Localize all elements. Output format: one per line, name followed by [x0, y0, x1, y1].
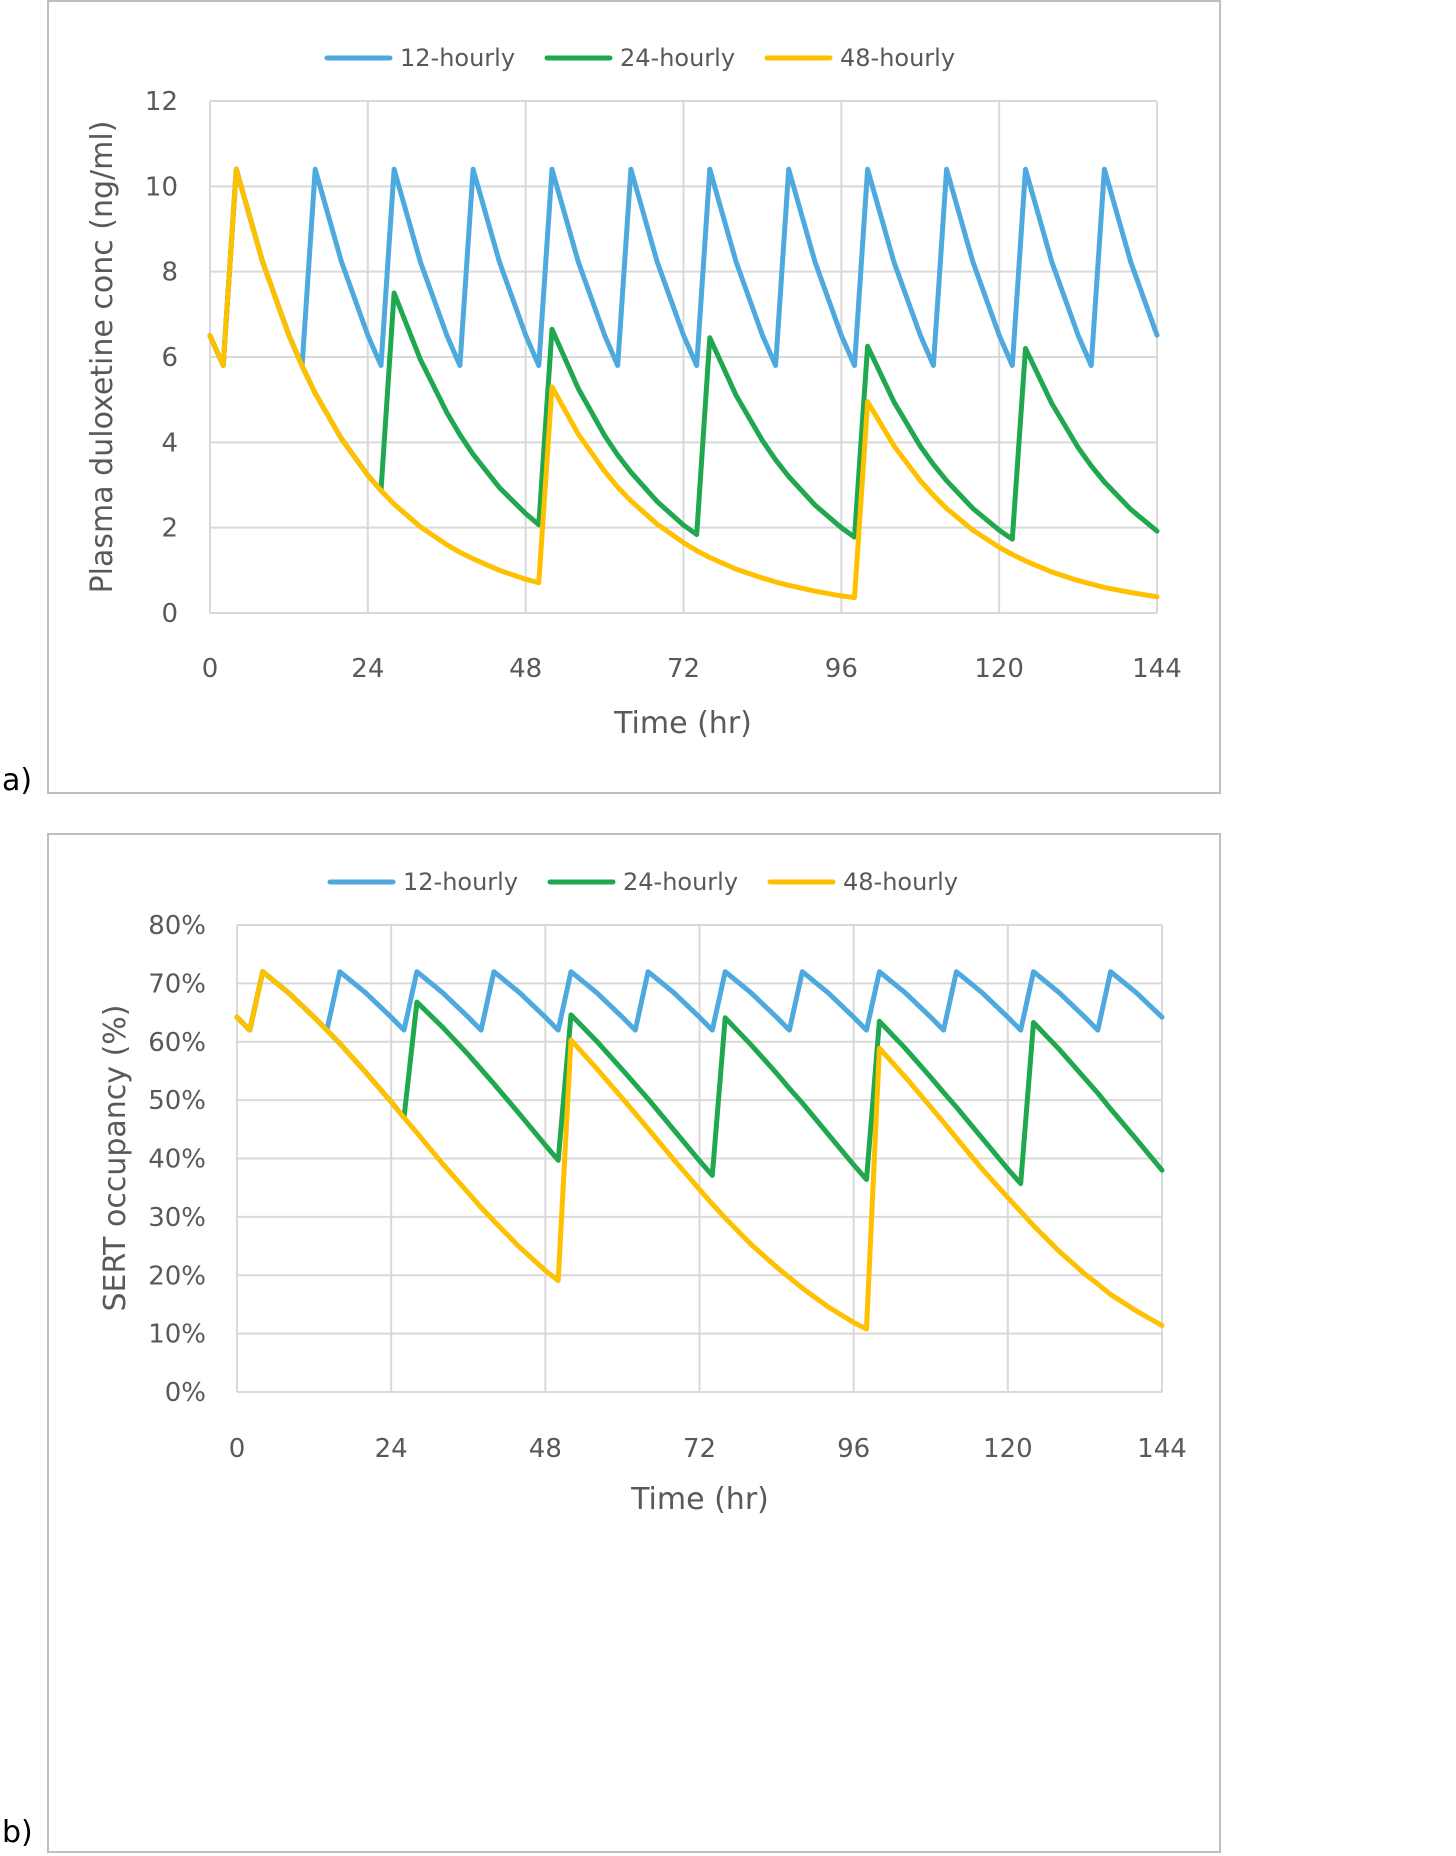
x-tick-label: 144	[1137, 1434, 1187, 1464]
y-tick-label: 0%	[165, 1378, 206, 1408]
panel-border	[47, 833, 1221, 1853]
x-tick-label: 0	[202, 654, 219, 684]
x-tick-label: 0	[229, 1434, 246, 1464]
x-tick-label: 96	[825, 654, 858, 684]
x-tick-label: 144	[1132, 654, 1182, 684]
y-tick-label: 2	[161, 514, 178, 544]
legend-item-24-hourly: 24-hourly	[544, 44, 735, 72]
y-tick-label: 20%	[148, 1261, 206, 1291]
y-tick-label: 30%	[148, 1203, 206, 1233]
y-tick-label: 4	[161, 428, 178, 458]
y-tick-label: 12	[145, 87, 178, 117]
x-tick-label: 72	[683, 1434, 716, 1464]
x-tick-label: 120	[974, 654, 1024, 684]
y-tick-label: 10%	[148, 1320, 206, 1350]
y-tick-label: 0	[161, 599, 178, 629]
y-tick-label: 8	[161, 258, 178, 288]
x-tick-label: 48	[509, 654, 542, 684]
x-axis-title: Time (hr)	[630, 1482, 769, 1517]
x-tick-label: 24	[351, 654, 384, 684]
y-tick-label: 6	[161, 343, 178, 373]
legend-label: 24-hourly	[623, 868, 738, 896]
x-tick-label: 24	[375, 1434, 408, 1464]
legend-item-12-hourly: 12-hourly	[324, 44, 515, 72]
x-tick-label: 48	[529, 1434, 562, 1464]
legend-label: 48-hourly	[843, 868, 958, 896]
series-line-12-hourly	[207, 166, 1160, 368]
x-tick-label: 72	[667, 654, 700, 684]
legend-item-48-hourly: 48-hourly	[764, 44, 955, 72]
series-line-12-hourly	[234, 969, 1165, 1033]
legend-item-12-hourly: 12-hourly	[327, 868, 518, 896]
legend-label: 24-hourly	[620, 44, 735, 72]
panel-label: b)	[2, 1815, 33, 1850]
legend-label: 48-hourly	[840, 44, 955, 72]
legend-label: 12-hourly	[403, 868, 518, 896]
x-tick-label: 120	[983, 1434, 1033, 1464]
panel-border	[47, 0, 1221, 794]
legend-item-48-hourly: 48-hourly	[767, 868, 958, 896]
series-line-48-hourly	[207, 166, 1160, 601]
y-tick-label: 70%	[148, 969, 206, 999]
x-tick-label: 96	[837, 1434, 870, 1464]
x-axis-title: Time (hr)	[613, 706, 752, 741]
y-tick-label: 60%	[148, 1028, 206, 1058]
y-axis-title: SERT occupancy (%)	[98, 1004, 133, 1311]
legend-item-24-hourly: 24-hourly	[547, 868, 738, 896]
legend-label: 12-hourly	[400, 44, 515, 72]
y-tick-label: 40%	[148, 1145, 206, 1175]
y-tick-label: 50%	[148, 1086, 206, 1116]
y-tick-label: 80%	[148, 911, 206, 941]
chart-panel-b: b) 0% 10% 20% 30% 40% 50% 60% 70% 80% 0 24 48 72 96 120…	[2, 833, 1221, 1853]
panel-label: a)	[2, 763, 32, 798]
y-axis-title: Plasma duloxetine conc (ng/ml)	[85, 121, 120, 594]
y-tick-label: 10	[145, 172, 178, 202]
series-line-48-hourly	[234, 969, 1165, 1332]
